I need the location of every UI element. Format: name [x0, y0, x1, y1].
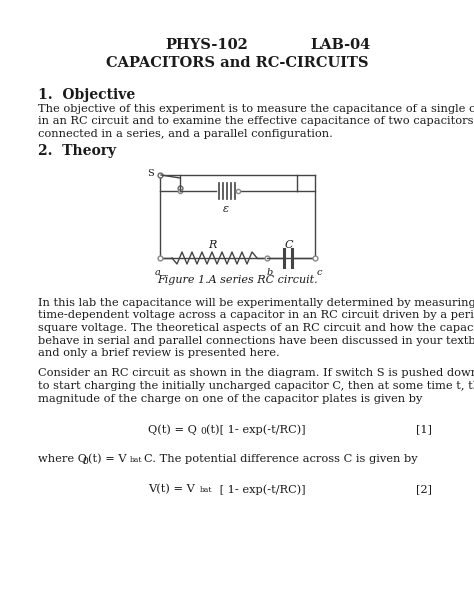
Text: R: R: [208, 240, 216, 250]
Text: [ 1- exp(-t/RC)]: [ 1- exp(-t/RC)]: [216, 484, 306, 495]
Text: [2]: [2]: [416, 484, 432, 494]
Text: 0: 0: [82, 457, 88, 465]
Text: 2.  Theory: 2. Theory: [38, 144, 116, 158]
Text: Figure 1.A series RC circuit.: Figure 1.A series RC circuit.: [157, 275, 317, 285]
Text: a: a: [155, 268, 161, 277]
Text: c: c: [316, 268, 322, 277]
Text: Q(t) = Q: Q(t) = Q: [148, 424, 197, 435]
Text: V(t) = V: V(t) = V: [148, 484, 195, 494]
Text: In this lab the capacitance will be experimentally determined by measuring the: In this lab the capacitance will be expe…: [38, 298, 474, 308]
Text: [1]: [1]: [416, 424, 432, 434]
Text: S: S: [147, 169, 154, 178]
Text: 1.  Objective: 1. Objective: [38, 88, 135, 102]
Text: to start charging the initially uncharged capacitor C, then at some time t, the: to start charging the initially uncharge…: [38, 381, 474, 391]
Text: C. The potential difference across C is given by: C. The potential difference across C is …: [144, 454, 418, 464]
Text: behave in serial and parallel connections have been discussed in your textbook: behave in serial and parallel connection…: [38, 335, 474, 346]
Text: ε: ε: [223, 204, 229, 214]
Text: b: b: [267, 268, 273, 277]
Text: where Q: where Q: [38, 454, 87, 464]
Text: LAB-04: LAB-04: [310, 38, 370, 52]
Text: C: C: [285, 240, 293, 250]
Text: square voltage. The theoretical aspects of an RC circuit and how the capacitors: square voltage. The theoretical aspects …: [38, 323, 474, 333]
Text: and only a brief review is presented here.: and only a brief review is presented her…: [38, 348, 280, 358]
Text: (t) = V: (t) = V: [88, 454, 127, 464]
Text: bat: bat: [130, 457, 143, 465]
Text: in an RC circuit and to examine the effective capacitance of two capacitors when: in an RC circuit and to examine the effe…: [38, 116, 474, 126]
Text: (t)[ 1- exp(-t/RC)]: (t)[ 1- exp(-t/RC)]: [206, 424, 306, 435]
Text: time-dependent voltage across a capacitor in an RC circuit driven by a periodic: time-dependent voltage across a capacito…: [38, 311, 474, 321]
Text: PHYS-102: PHYS-102: [165, 38, 248, 52]
Text: Consider an RC circuit as shown in the diagram. If switch S is pushed down so as: Consider an RC circuit as shown in the d…: [38, 368, 474, 378]
Text: 0: 0: [200, 427, 206, 435]
Text: The objective of this experiment is to measure the capacitance of a single capac: The objective of this experiment is to m…: [38, 104, 474, 114]
Text: bat: bat: [200, 487, 212, 495]
Text: magnitude of the charge on one of the capacitor plates is given by: magnitude of the charge on one of the ca…: [38, 394, 422, 403]
Text: connected in a series, and a parallel configuration.: connected in a series, and a parallel co…: [38, 129, 333, 139]
Text: CAPACITORS and RC-CIRCUITS: CAPACITORS and RC-CIRCUITS: [106, 56, 368, 70]
